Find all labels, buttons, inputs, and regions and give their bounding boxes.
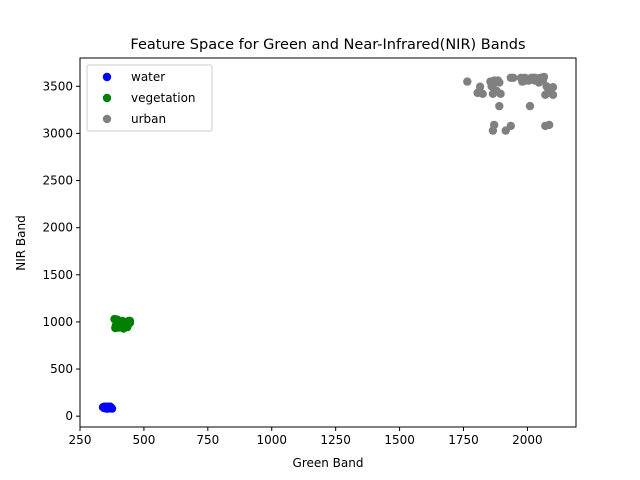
legend-marker-water [102, 72, 112, 82]
x-tick-label-1: 500 [132, 433, 155, 447]
legend-label-urban: urban [131, 112, 166, 126]
point-urban-41 [545, 120, 554, 130]
point-urban-42 [548, 90, 558, 100]
y-tick-label-6: 3000 [42, 126, 73, 140]
x-axis-ticks: 250 500 750 1000 1250 1500 1750 2000 [69, 427, 543, 447]
legend-marker-urban [102, 114, 112, 124]
x-tick-label-4: 1250 [320, 433, 351, 447]
y-tick-label-7: 3500 [42, 79, 73, 93]
x-tick-label-0: 250 [69, 433, 92, 447]
point-urban-43 [548, 83, 558, 92]
y-tick-label-2: 1000 [42, 315, 73, 329]
legend-label-vegetation: vegetation [131, 91, 196, 105]
point-urban-19 [509, 73, 518, 83]
point-urban-26 [525, 101, 535, 111]
x-tick-label-2: 750 [196, 433, 219, 447]
point-urban-11 [495, 78, 504, 87]
legend-label-water: water [131, 70, 165, 84]
legend: water vegetation urban [86, 64, 213, 132]
y-axis-label: NIR Band [14, 215, 28, 270]
x-tick-label-7: 2000 [512, 433, 543, 447]
point-urban-0 [463, 77, 472, 86]
point-urban-15 [488, 126, 498, 135]
points-layer [98, 72, 558, 413]
point-urban-3 [478, 89, 487, 99]
point-urban-44 [530, 73, 540, 83]
chart-title: Feature Space for Green and Near-Infrare… [130, 37, 525, 53]
x-tick-label-3: 1000 [256, 433, 287, 447]
x-axis-label: Green Band [293, 456, 364, 470]
point-vegetation-19 [125, 318, 135, 328]
y-tick-label-1: 500 [50, 362, 73, 376]
point-urban-12 [496, 89, 505, 99]
legend-marker-vegetation [102, 93, 112, 103]
point-urban-13 [495, 101, 504, 111]
point-water-15 [105, 402, 114, 411]
point-urban-35 [539, 72, 549, 82]
point-urban-17 [506, 121, 515, 131]
point-urban-2 [475, 82, 485, 91]
y-tick-label-4: 2000 [42, 221, 73, 235]
point-vegetation-18 [112, 318, 122, 328]
y-tick-label-5: 2500 [42, 174, 73, 188]
y-tick-label-0: 0 [65, 409, 73, 423]
y-tick-label-3: 1500 [42, 268, 73, 282]
x-tick-label-6: 1750 [448, 433, 479, 447]
legend-box [86, 64, 213, 132]
plot-frame [79, 57, 577, 428]
y-axis-ticks: 0 500 1000 1500 2000 2500 3000 3500 [42, 79, 80, 423]
x-tick-label-5: 1500 [384, 433, 415, 447]
